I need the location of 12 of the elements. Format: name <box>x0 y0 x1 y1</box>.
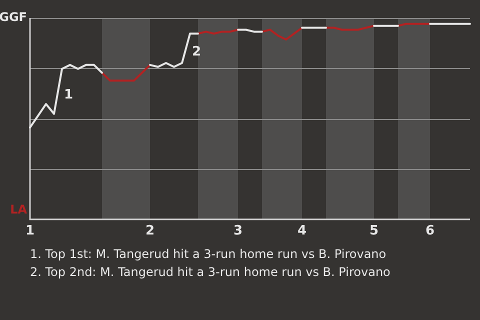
annotation: 1 <box>64 88 74 103</box>
x-tick-label: 4 <box>297 224 307 239</box>
x-tick-label: 2 <box>145 224 155 239</box>
text: 2. Top 2nd: M. Tangerud hit a 3-run home run vs B. Pirovano <box>30 264 390 281</box>
x-tick-label: 6 <box>425 224 435 239</box>
x-tick-label: 1 <box>25 224 35 239</box>
text: LA <box>10 202 28 217</box>
text: GGF <box>0 10 27 24</box>
annotation: 2 <box>192 44 202 60</box>
x-tick-label: 5 <box>369 224 379 239</box>
text: 1. Top 1st: M. Tangerud hit a 3-run home run vs B. Pirovano <box>30 246 388 263</box>
x-tick-label: 3 <box>233 224 243 239</box>
